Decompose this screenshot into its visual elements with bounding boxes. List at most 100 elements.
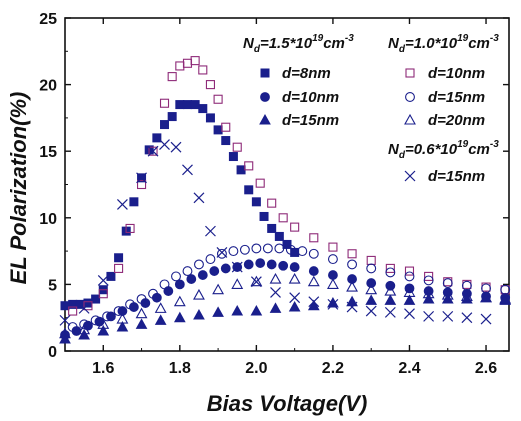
data-point: [125, 223, 135, 234]
data-point: [228, 152, 238, 162]
data-point: [59, 332, 71, 344]
data-point: [135, 307, 148, 319]
legend-label: d=10nm: [282, 89, 339, 106]
data-point: [59, 327, 71, 339]
y-tick-label: 20: [39, 78, 57, 95]
data-point: [461, 312, 473, 324]
data-point: [244, 185, 254, 195]
legend-label: d=20nm: [428, 112, 485, 129]
data-point: [221, 122, 231, 132]
legend-marker: [260, 92, 270, 102]
data-point: [114, 253, 124, 263]
data-point: [442, 278, 453, 289]
data-point: [129, 197, 139, 207]
data-point: [116, 312, 129, 324]
data-point: [327, 298, 339, 310]
data-point: [480, 291, 492, 303]
data-point: [212, 283, 225, 295]
x-tick-label: 2.0: [245, 360, 267, 377]
data-point: [328, 270, 338, 280]
data-point: [212, 306, 224, 317]
series-6: [59, 139, 492, 326]
y-tick-label: 0: [48, 344, 57, 361]
data-point: [384, 284, 397, 296]
data-point: [182, 100, 192, 110]
data-point: [171, 271, 181, 282]
data-point: [68, 306, 78, 316]
data-point: [205, 225, 216, 237]
data-point: [170, 141, 182, 153]
x-tick-label: 1.8: [169, 360, 191, 377]
data-point: [78, 323, 91, 335]
y-tick-label: 10: [39, 211, 57, 228]
data-point: [269, 272, 282, 284]
data-point: [231, 305, 244, 316]
data-point: [175, 61, 185, 71]
data-point: [255, 258, 266, 268]
data-point: [116, 199, 128, 210]
x-axis-title: Bias Voltage(V): [207, 391, 368, 416]
data-point: [173, 295, 186, 307]
data-point: [403, 294, 416, 305]
data-point: [404, 266, 415, 276]
data-point: [198, 65, 208, 75]
data-point: [136, 172, 147, 184]
data-point: [114, 263, 124, 273]
data-point: [239, 244, 250, 255]
x-tick-label: 1.6: [92, 360, 114, 377]
legend-marker: [404, 113, 416, 125]
data-point: [136, 294, 147, 305]
data-point: [346, 295, 358, 307]
data-point: [148, 146, 158, 156]
data-point: [167, 72, 177, 82]
data-point: [205, 254, 216, 265]
data-point: [83, 301, 93, 311]
data-point: [106, 271, 116, 281]
data-point: [190, 100, 200, 110]
data-point: [193, 288, 205, 300]
data-point: [182, 164, 193, 176]
data-point: [216, 247, 228, 258]
data-point: [307, 299, 320, 311]
data-point: [243, 259, 254, 270]
data-point: [236, 165, 246, 175]
data-point: [228, 246, 239, 257]
data-point: [274, 243, 285, 254]
data-point: [289, 292, 301, 304]
data-point: [83, 298, 93, 308]
data-point: [194, 259, 204, 270]
data-point: [365, 283, 378, 295]
data-point: [159, 279, 170, 290]
data-point: [384, 306, 396, 318]
data-point: [209, 266, 220, 276]
data-point: [244, 161, 254, 171]
data-point: [113, 306, 124, 316]
legend-doping-label: Nd=1.5*1019cm-3: [243, 33, 354, 55]
data-point: [98, 289, 108, 299]
data-point: [159, 98, 170, 108]
series-5: [59, 272, 512, 339]
data-point: [347, 259, 358, 270]
data-point: [220, 263, 231, 274]
data-point: [250, 305, 263, 316]
legend: Nd=1.5*1019cm-3 Nd=1.0*1019cm-3 Nd=0.6*101…: [243, 33, 499, 185]
data-point: [255, 178, 265, 188]
data-point: [251, 243, 262, 254]
data-point: [205, 80, 215, 90]
data-point: [290, 222, 300, 232]
data-point: [347, 274, 357, 284]
data-point: [174, 279, 185, 290]
data-point: [205, 113, 215, 123]
data-point: [347, 249, 357, 259]
data-point: [259, 211, 269, 221]
data-point: [78, 328, 90, 340]
data-point: [422, 287, 435, 299]
data-point: [267, 223, 277, 233]
data-point: [327, 254, 338, 265]
legend-marker: [259, 113, 271, 125]
data-point: [137, 179, 147, 190]
data-point: [182, 266, 193, 277]
data-point: [160, 120, 170, 130]
data-point: [152, 133, 162, 143]
